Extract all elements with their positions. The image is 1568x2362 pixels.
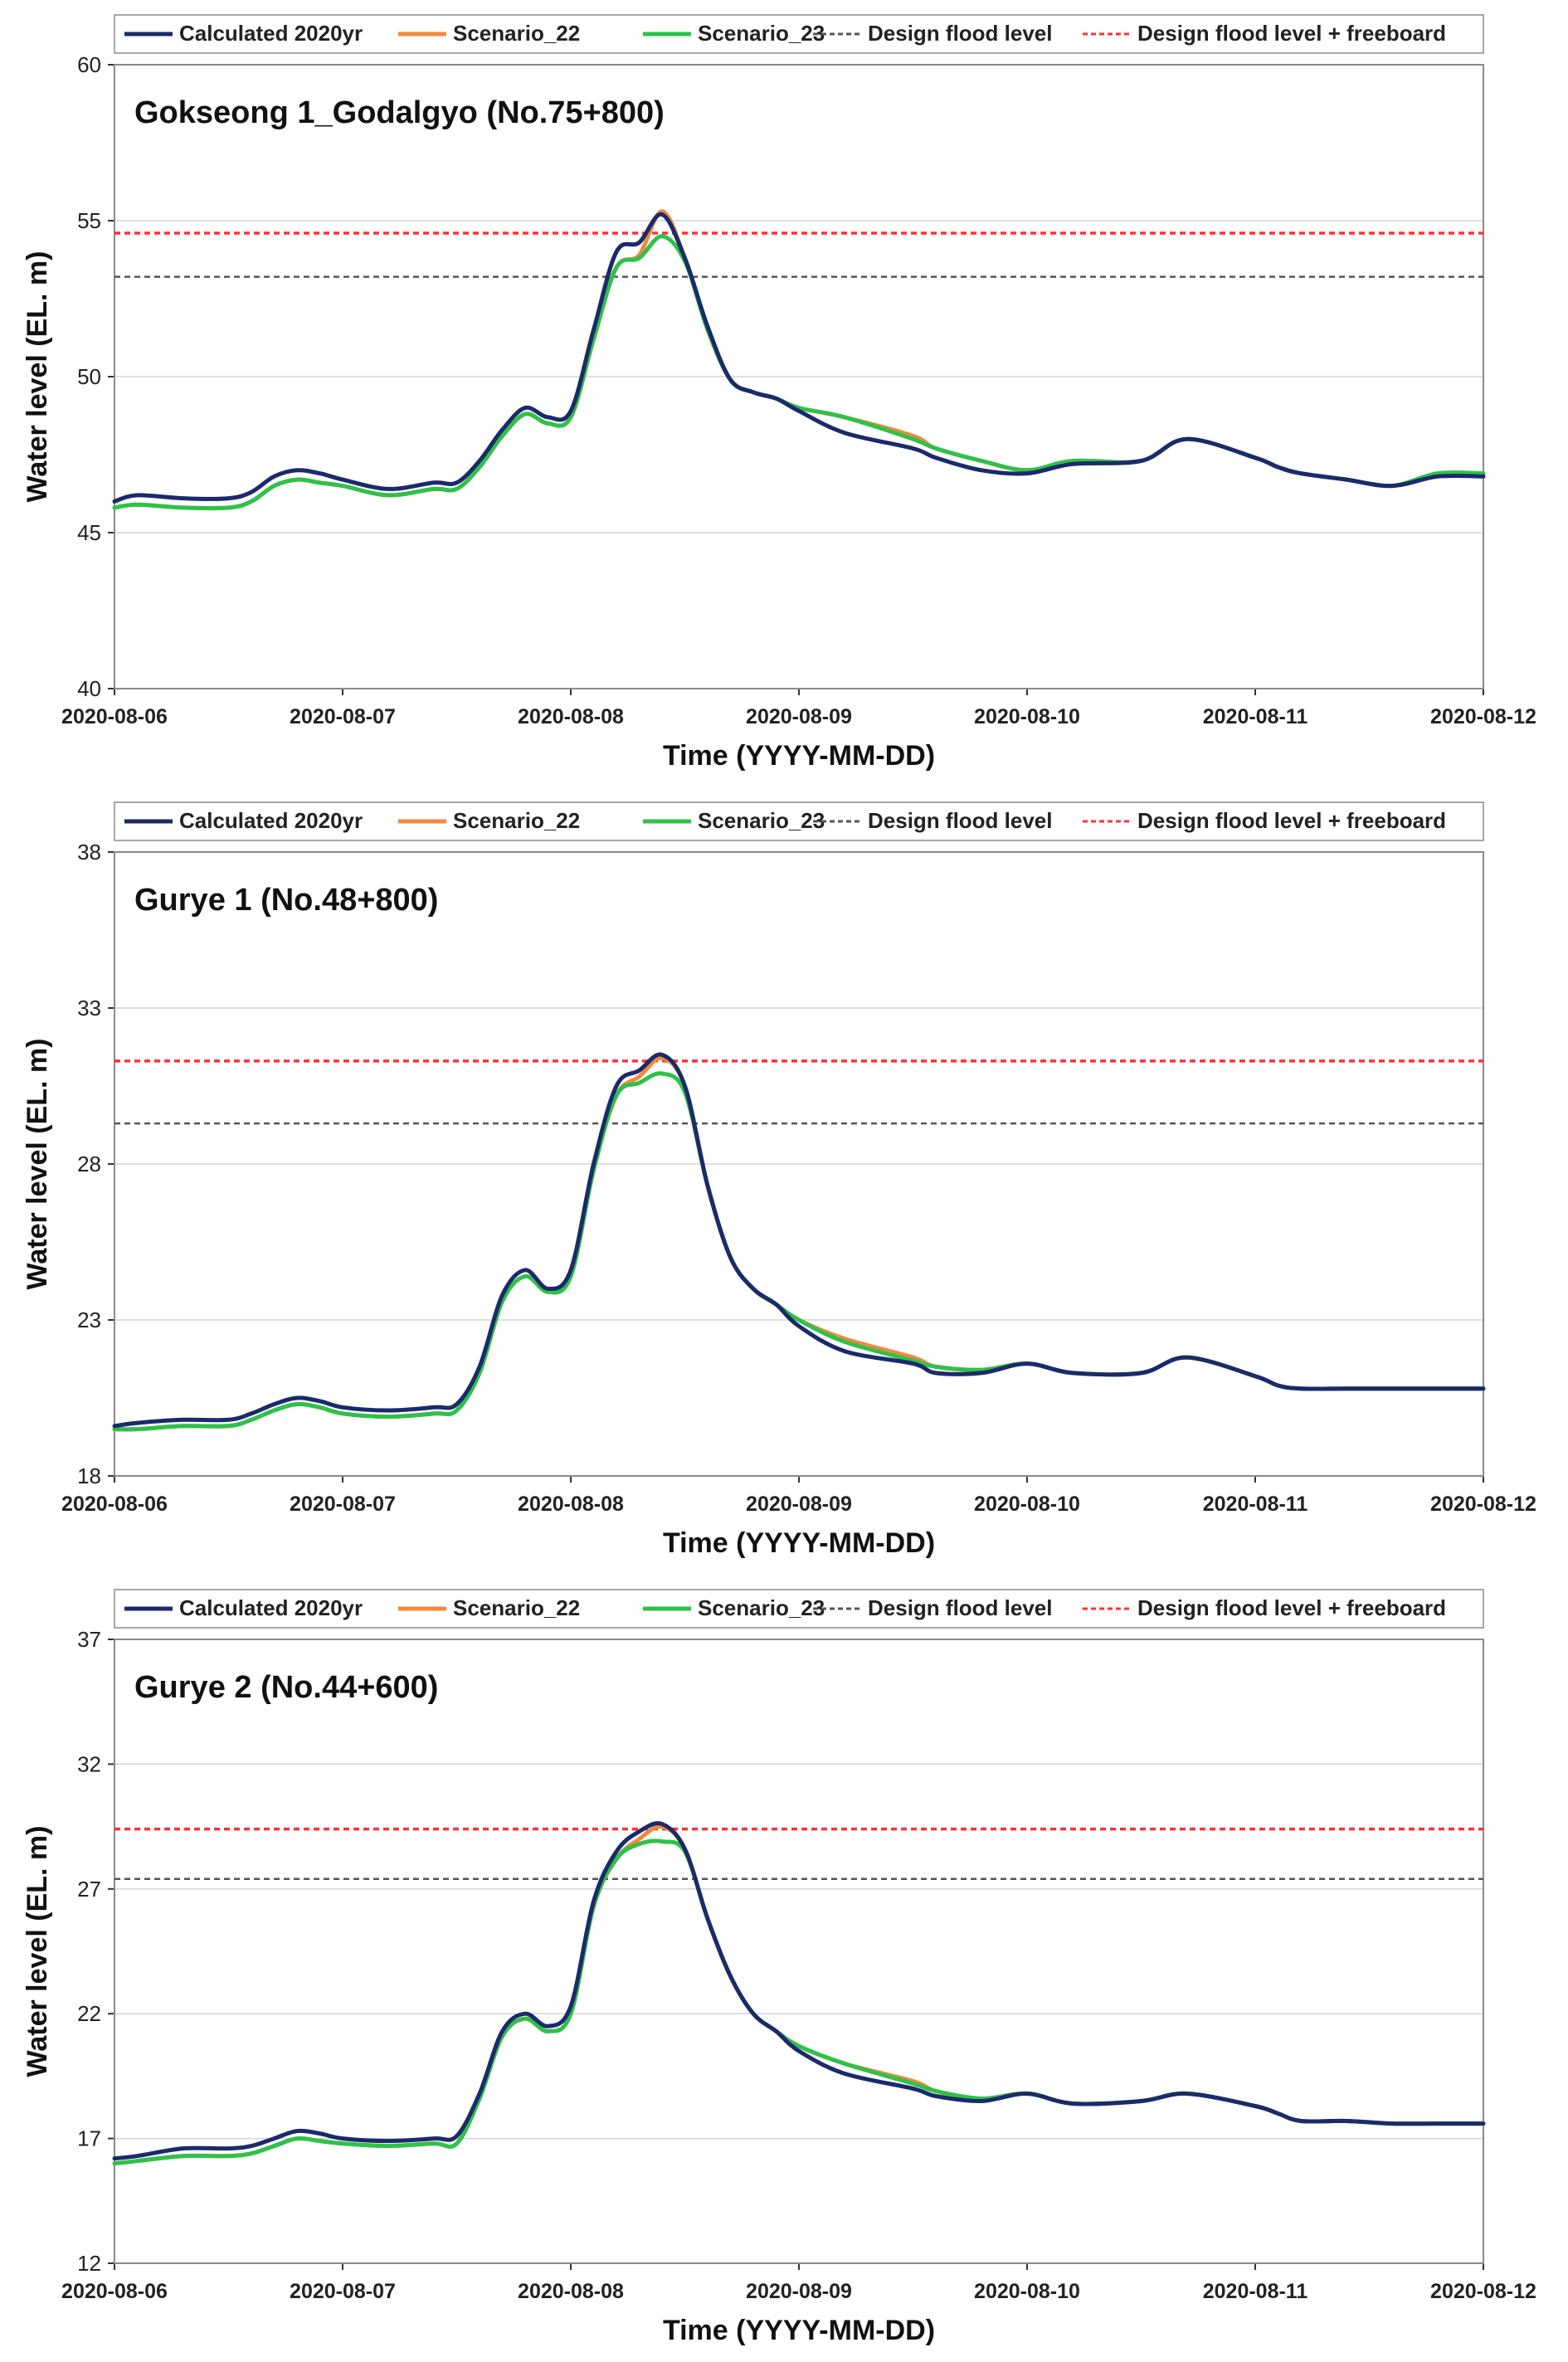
legend-item: Scenario_22 xyxy=(398,808,580,833)
y-tick-label: 40 xyxy=(77,676,101,701)
series-line-calculated-2020yr xyxy=(112,212,1486,504)
x-tick-label: 2020-08-12 xyxy=(1430,2280,1536,2303)
x-axis-label: Time (YYYY-MM-DD) xyxy=(663,1527,935,1559)
y-tick-label: 55 xyxy=(77,208,101,233)
legend-label: Design flood level + freeboard xyxy=(1137,1595,1446,1620)
chart-panel-gurye-2: Calculated 2020yr Scenario_22 Scenario_23 D… xyxy=(22,1589,1536,2346)
y-tick-label: 37 xyxy=(77,1627,101,1652)
legend-label: Calculated 2020yr xyxy=(179,808,363,833)
legend-item: Design flood level + freeboard xyxy=(1083,1595,1446,1620)
x-tick-label: 2020-08-11 xyxy=(1203,1493,1308,1516)
x-tick-label: 2020-08-10 xyxy=(974,2280,1080,2303)
legend-label: Scenario_22 xyxy=(453,808,580,833)
x-tick-label: 2020-08-06 xyxy=(61,705,168,728)
series-line-scenario-22 xyxy=(112,209,1486,511)
legend-label: Calculated 2020yr xyxy=(179,1595,363,1620)
x-tick-label: 2020-08-12 xyxy=(1430,1493,1536,1516)
legend-label: Design flood level xyxy=(868,808,1053,833)
chart-title: Gokseong 1_Godalgyo (No.75+800) xyxy=(134,95,665,130)
legend-label: Design flood level xyxy=(868,1595,1053,1620)
legend-label: Design flood level + freeboard xyxy=(1137,808,1446,833)
legend-box xyxy=(114,1589,1484,1629)
series-line-calculated-2020yr xyxy=(112,1052,1486,1429)
x-tick-label: 2020-08-10 xyxy=(974,1493,1080,1516)
legend-label: Scenario_23 xyxy=(698,1595,825,1620)
plot-area xyxy=(114,851,1484,1477)
y-tick-label: 17 xyxy=(77,2126,101,2151)
y-axis-label: Water level (EL. m) xyxy=(22,1039,53,1290)
y-tick-label: 33 xyxy=(77,996,101,1020)
legend-label: Design flood level + freeboard xyxy=(1137,21,1446,46)
x-tick-label: 2020-08-08 xyxy=(518,705,624,728)
chart-title: Gurye 2 (No.44+600) xyxy=(134,1670,438,1705)
y-axis-label: Water level (EL. m) xyxy=(22,251,53,503)
legend-item: Calculated 2020yr xyxy=(124,1595,363,1620)
y-tick-label: 38 xyxy=(77,840,101,864)
legend-item: Design flood level xyxy=(813,808,1053,833)
legend-label: Scenario_22 xyxy=(453,21,580,46)
legend-item: Design flood level xyxy=(813,1595,1053,1620)
x-tick-label: 2020-08-08 xyxy=(518,1493,624,1516)
legend-label: Design flood level xyxy=(868,21,1053,46)
y-tick-label: 28 xyxy=(77,1152,101,1176)
y-tick-label: 22 xyxy=(77,2001,101,2026)
x-tick-label: 2020-08-07 xyxy=(290,2280,396,2303)
series-line-scenario-23 xyxy=(112,1071,1486,1432)
plot-area xyxy=(114,1639,1484,2264)
legend-box xyxy=(114,14,1484,54)
y-tick-label: 12 xyxy=(77,2251,101,2276)
y-tick-label: 60 xyxy=(77,52,101,77)
chart-panel-gurye-1: Calculated 2020yr Scenario_22 Scenario_23 D… xyxy=(22,801,1536,1559)
y-axis-label: Water level (EL. m) xyxy=(22,1826,53,2077)
legend-item: Calculated 2020yr xyxy=(124,21,363,46)
x-axis-label: Time (YYYY-MM-DD) xyxy=(663,740,935,772)
x-tick-label: 2020-08-12 xyxy=(1430,705,1536,728)
y-tick-label: 50 xyxy=(77,364,101,389)
legend-item: Design flood level + freeboard xyxy=(1083,21,1446,46)
y-tick-label: 27 xyxy=(77,1877,101,1902)
legend-label: Scenario_23 xyxy=(698,808,825,833)
y-tick-label: 18 xyxy=(77,1463,101,1488)
x-tick-label: 2020-08-06 xyxy=(61,1493,168,1516)
series-line-scenario-22 xyxy=(112,1055,1486,1432)
x-tick-label: 2020-08-06 xyxy=(61,2280,168,2303)
x-tick-label: 2020-08-09 xyxy=(746,1493,852,1516)
legend-item: Design flood level xyxy=(813,21,1053,46)
x-tick-label: 2020-08-11 xyxy=(1203,705,1308,728)
legend-label: Calculated 2020yr xyxy=(179,21,363,46)
legend-item: Scenario_22 xyxy=(398,1595,580,1620)
y-tick-label: 45 xyxy=(77,520,101,545)
x-tick-label: 2020-08-10 xyxy=(974,705,1080,728)
x-axis-label: Time (YYYY-MM-DD) xyxy=(663,2315,935,2346)
legend-label: Scenario_23 xyxy=(698,21,825,46)
y-tick-label: 23 xyxy=(77,1308,101,1332)
legend-label: Scenario_22 xyxy=(453,1595,580,1620)
y-tick-label: 32 xyxy=(77,1751,101,1776)
legend-item: Scenario_22 xyxy=(398,21,580,46)
legend-item: Calculated 2020yr xyxy=(124,808,363,833)
x-tick-label: 2020-08-11 xyxy=(1203,2280,1308,2303)
legend-item: Scenario_23 xyxy=(643,808,825,833)
chart-title: Gurye 1 (No.48+800) xyxy=(134,883,438,918)
legend: Calculated 2020yr Scenario_22 Scenario_23 D… xyxy=(114,14,1484,54)
x-tick-label: 2020-08-07 xyxy=(290,1493,396,1516)
x-tick-label: 2020-08-08 xyxy=(518,2280,624,2303)
legend-item: Design flood level + freeboard xyxy=(1083,808,1446,833)
legend: Calculated 2020yr Scenario_22 Scenario_23 D… xyxy=(114,1589,1484,1629)
x-tick-label: 2020-08-09 xyxy=(746,705,852,728)
legend: Calculated 2020yr Scenario_22 Scenario_23 D… xyxy=(114,801,1484,841)
x-tick-label: 2020-08-09 xyxy=(746,2280,852,2303)
legend-box xyxy=(114,801,1484,841)
legend-item: Scenario_23 xyxy=(643,21,825,46)
plot-area xyxy=(114,64,1484,689)
x-tick-label: 2020-08-07 xyxy=(290,705,396,728)
chart-panel-gokseong: Calculated 2020yr Scenario_22 Scenario_23 D… xyxy=(22,14,1536,772)
legend-item: Scenario_23 xyxy=(643,1595,825,1620)
series-line-calculated-2020yr xyxy=(112,1821,1486,2161)
